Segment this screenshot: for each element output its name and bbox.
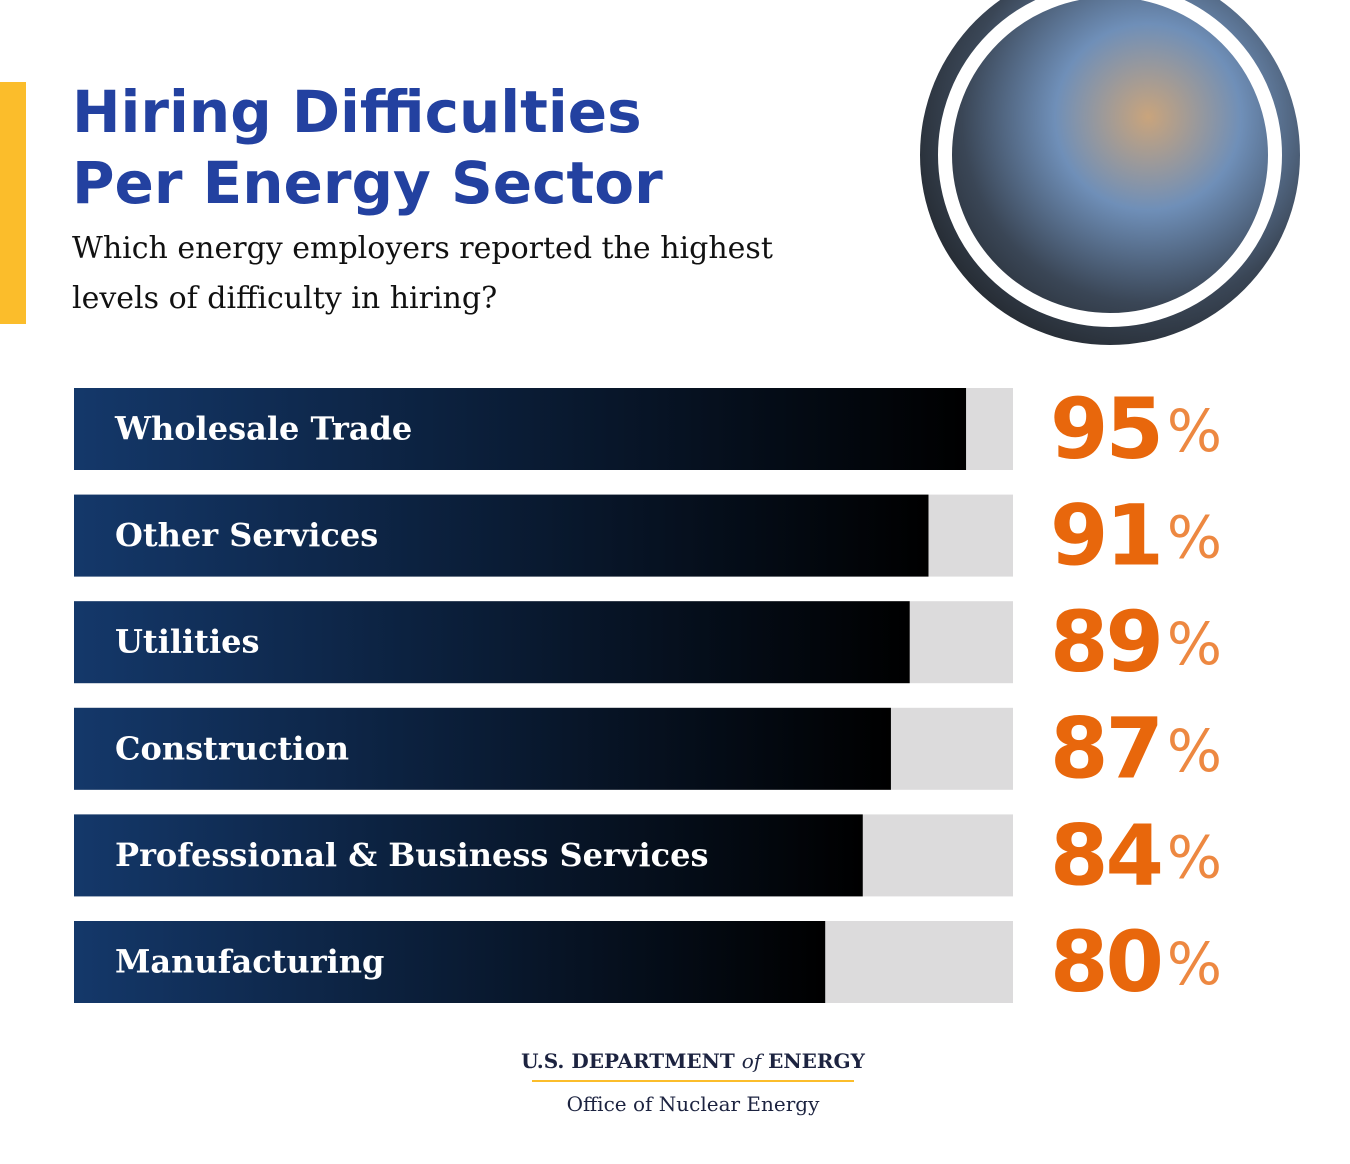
chart-subtitle: Which energy employers reported the high… xyxy=(72,231,773,266)
chart-subtitle: levels of difficulty in hiring? xyxy=(72,281,497,316)
value-label: 91% xyxy=(1050,487,1219,585)
accent-bar xyxy=(0,82,26,324)
value-label: 80% xyxy=(1050,913,1219,1011)
category-label: Professional & Business Services xyxy=(115,836,708,874)
chart-title: Per Energy Sector xyxy=(72,149,663,217)
category-label: Wholesale Trade xyxy=(114,410,412,448)
bar xyxy=(74,388,967,470)
bar xyxy=(74,494,929,577)
category-label: Other Services xyxy=(115,516,378,554)
value-label: 95% xyxy=(1050,380,1219,478)
value-label: 84% xyxy=(1050,806,1219,904)
value-unit: % xyxy=(1167,930,1219,998)
footer-office: Office of Nuclear Energy xyxy=(567,1092,821,1116)
bar xyxy=(74,814,863,897)
bar xyxy=(74,707,891,790)
category-label: Utilities xyxy=(115,623,259,661)
category-label: Construction xyxy=(115,729,349,767)
footer-agency-part: U.S. DEPARTMENT xyxy=(521,1049,742,1073)
footer-agency-part: of xyxy=(742,1049,765,1073)
footer-agency-part: ENERGY xyxy=(761,1049,865,1073)
photo xyxy=(920,0,1300,345)
value-unit: % xyxy=(1167,717,1219,785)
bars: Wholesale Trade 95 % Other Services 91 % Utili… xyxy=(74,380,1222,1011)
value-label: 89% xyxy=(1050,593,1219,691)
bar xyxy=(74,601,910,684)
chart-title: Hiring Difficulties xyxy=(72,78,642,146)
value-unit: % xyxy=(1167,504,1219,572)
value-unit: % xyxy=(1167,824,1219,892)
bar xyxy=(74,921,826,1003)
value-label: 87% xyxy=(1050,700,1219,798)
value-unit: % xyxy=(1167,610,1219,678)
value-unit: % xyxy=(1167,397,1219,465)
category-label: Manufacturing xyxy=(115,943,384,981)
footer-agency: U.S. DEPARTMENT of ENERGY xyxy=(521,1049,865,1073)
